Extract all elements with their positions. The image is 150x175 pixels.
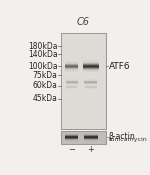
Bar bbox=[83, 66, 99, 67]
Text: 60kDa: 60kDa bbox=[32, 81, 57, 90]
Bar bbox=[84, 134, 98, 135]
Bar bbox=[84, 138, 98, 139]
Text: 45kDa: 45kDa bbox=[32, 94, 57, 103]
Text: 180kDa: 180kDa bbox=[28, 42, 57, 51]
Bar bbox=[83, 69, 99, 70]
Bar bbox=[84, 140, 98, 141]
Bar bbox=[65, 139, 78, 140]
Bar bbox=[84, 132, 98, 133]
Text: +: + bbox=[87, 145, 94, 154]
Bar bbox=[65, 136, 78, 137]
Bar bbox=[83, 64, 99, 65]
Bar bbox=[65, 69, 78, 70]
Bar bbox=[65, 134, 78, 135]
Bar bbox=[84, 136, 98, 137]
Bar bbox=[83, 61, 99, 62]
Bar bbox=[84, 139, 98, 140]
Bar bbox=[83, 60, 99, 61]
Bar bbox=[65, 65, 78, 66]
Bar bbox=[65, 138, 78, 139]
Text: β-actin: β-actin bbox=[108, 132, 135, 141]
Bar bbox=[65, 133, 78, 134]
Bar bbox=[65, 71, 78, 72]
Bar bbox=[62, 33, 105, 130]
Text: tunicamycin: tunicamycin bbox=[108, 137, 147, 142]
Bar bbox=[83, 65, 99, 66]
Text: C6: C6 bbox=[77, 17, 90, 27]
Bar bbox=[83, 62, 99, 63]
Bar bbox=[65, 136, 78, 137]
Bar bbox=[65, 67, 78, 68]
Bar bbox=[83, 71, 99, 72]
Bar bbox=[65, 140, 78, 141]
Text: 75kDa: 75kDa bbox=[32, 71, 57, 80]
Bar bbox=[65, 135, 78, 136]
Bar bbox=[83, 63, 99, 64]
Bar bbox=[83, 67, 99, 68]
Bar bbox=[65, 63, 78, 64]
Bar bbox=[65, 141, 78, 142]
Bar bbox=[84, 137, 98, 138]
Bar bbox=[65, 66, 78, 67]
Text: −: − bbox=[68, 145, 75, 154]
Bar bbox=[84, 141, 98, 142]
Bar bbox=[84, 136, 98, 137]
Bar bbox=[84, 133, 98, 134]
Bar bbox=[61, 131, 106, 144]
Bar bbox=[83, 70, 99, 71]
Bar bbox=[61, 33, 106, 130]
Bar bbox=[65, 70, 78, 71]
Bar bbox=[65, 68, 78, 69]
Text: 140kDa: 140kDa bbox=[28, 50, 57, 59]
Bar bbox=[65, 137, 78, 138]
Bar bbox=[65, 61, 78, 62]
Bar bbox=[65, 62, 78, 63]
Bar bbox=[83, 68, 99, 69]
Bar bbox=[65, 132, 78, 133]
Text: 100kDa: 100kDa bbox=[28, 62, 57, 71]
Bar bbox=[61, 131, 106, 144]
Bar bbox=[84, 135, 98, 136]
Text: ATF6: ATF6 bbox=[108, 62, 130, 71]
Bar bbox=[65, 64, 78, 65]
